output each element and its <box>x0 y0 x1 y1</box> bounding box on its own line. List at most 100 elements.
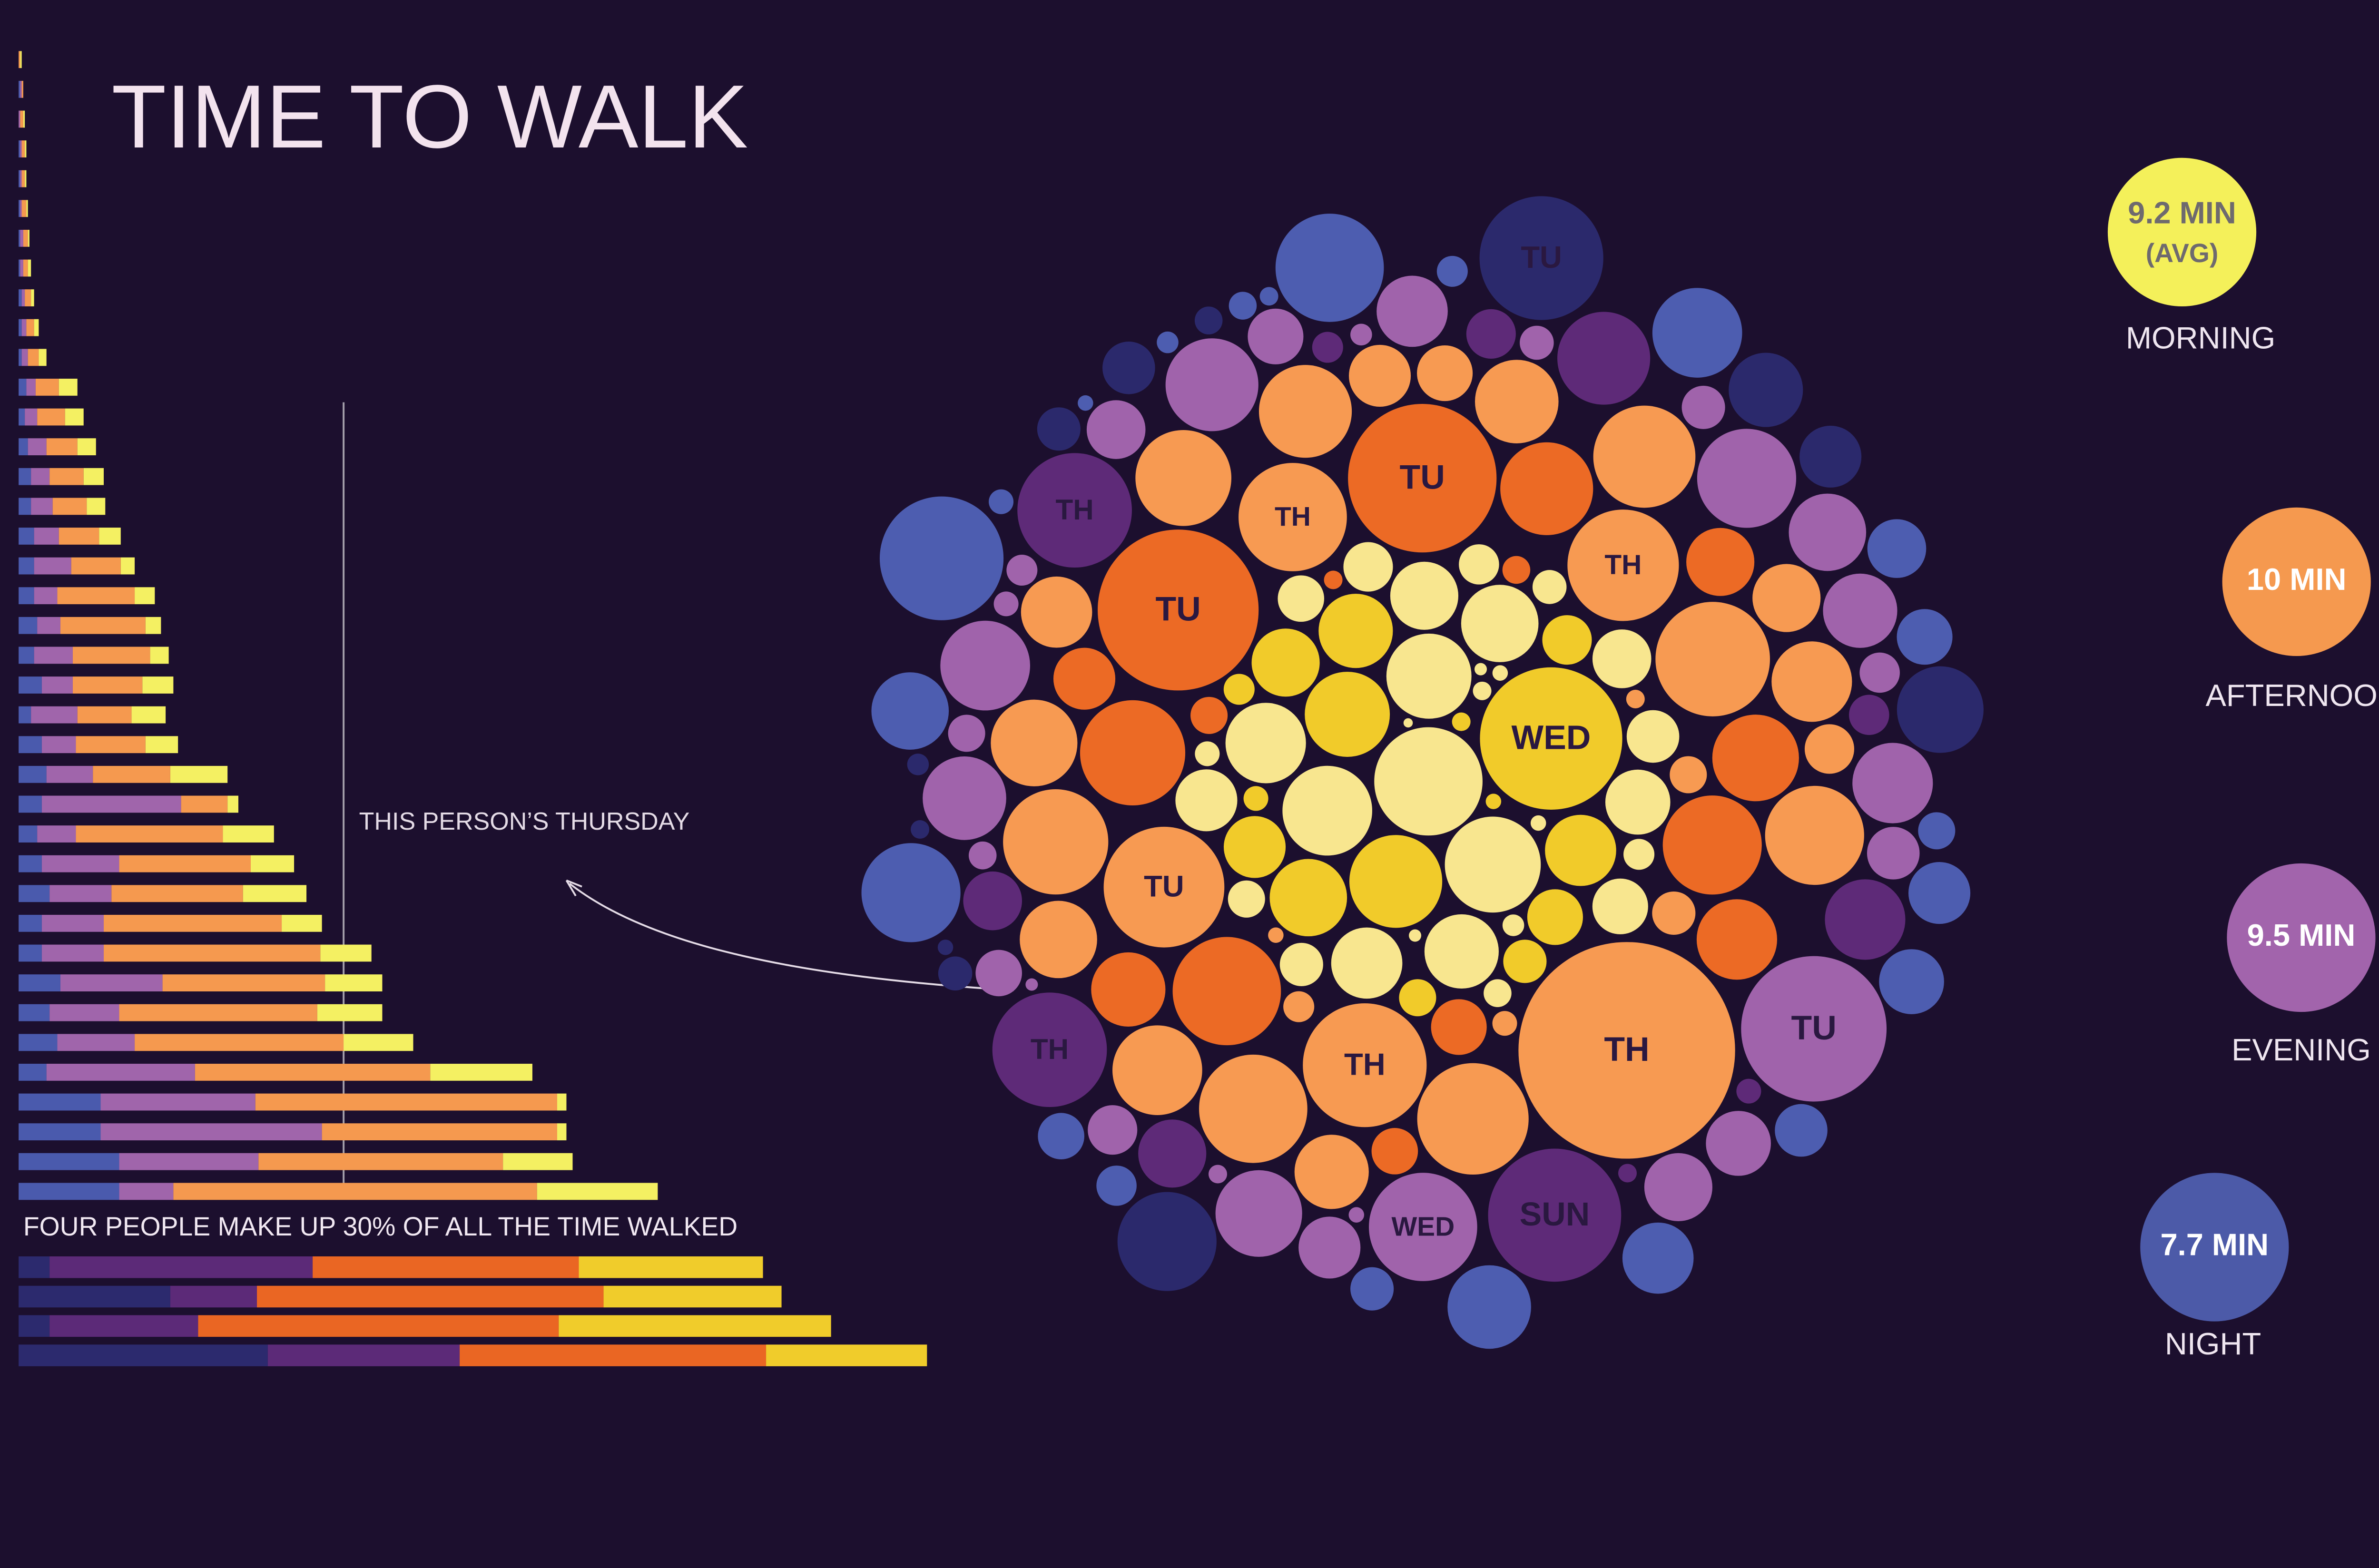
bar-segment <box>19 408 25 426</box>
bubble <box>1436 255 1468 287</box>
bubble <box>1343 542 1393 592</box>
bar-segment <box>603 1285 782 1308</box>
bubble <box>923 756 1006 840</box>
bar-segment <box>255 1093 557 1111</box>
legend-label: MORNING <box>2126 321 2275 355</box>
bubble <box>1348 404 1497 553</box>
bar-segment <box>21 319 27 336</box>
bar-segment <box>170 1285 257 1308</box>
bar-segment <box>23 259 28 277</box>
bubble <box>1228 880 1265 918</box>
bubble <box>879 496 1004 620</box>
bubble <box>1409 929 1422 942</box>
bar-segment <box>23 229 28 247</box>
bubble <box>1852 743 1933 823</box>
legend-label: EVENING <box>2232 1032 2371 1067</box>
bar-segment <box>135 587 155 605</box>
bar-segment <box>31 468 50 485</box>
bubble <box>1867 827 1920 880</box>
bar-segment <box>57 587 135 605</box>
bubble <box>1112 1025 1202 1115</box>
bubble <box>1135 430 1232 526</box>
bar-segment <box>325 974 383 991</box>
bubble-label: WED <box>1391 1211 1455 1242</box>
bubble <box>1473 681 1492 700</box>
bar-segment <box>20 110 23 128</box>
bubble <box>1006 554 1038 586</box>
bubble <box>938 956 973 991</box>
bubble <box>1626 689 1645 708</box>
bubble <box>1303 1003 1427 1127</box>
bar-segment <box>282 914 322 932</box>
bar-segment <box>20 51 22 69</box>
bubble <box>1091 952 1166 1027</box>
bubble <box>1248 308 1304 364</box>
bar-segment <box>320 944 372 962</box>
bubble <box>1259 287 1278 306</box>
bubble <box>1294 1135 1369 1209</box>
bar-segment <box>19 80 20 98</box>
bar-segment <box>19 617 38 634</box>
bar-segment <box>72 676 143 694</box>
bubble <box>1452 712 1471 731</box>
bar-segment <box>19 676 42 694</box>
bubble <box>1652 891 1696 935</box>
bubble <box>1696 899 1777 980</box>
bar-segment <box>41 676 73 694</box>
bar-segment <box>46 1064 195 1081</box>
bubble-label: TH <box>1056 494 1094 526</box>
bubble <box>1622 1222 1694 1294</box>
bar-segment <box>100 1093 256 1111</box>
bar-segment <box>19 855 42 872</box>
bar-segment <box>37 408 65 426</box>
bar-segment <box>19 914 42 932</box>
bar-segment <box>41 736 76 754</box>
bubble <box>871 672 949 750</box>
bar-segment <box>19 379 27 396</box>
bubble <box>1390 561 1459 630</box>
bar-segment <box>41 855 119 872</box>
legend-swatch <box>2222 507 2371 657</box>
bar-segment <box>87 498 106 515</box>
bubble <box>1789 493 1867 571</box>
bubble <box>1897 609 1953 665</box>
bar-segment <box>46 438 78 456</box>
bubble <box>1053 647 1116 710</box>
bar-segment <box>19 200 20 217</box>
bubble <box>1686 528 1755 596</box>
bubble <box>1729 353 1803 427</box>
bubble <box>1324 570 1343 589</box>
bubble-label: TU <box>1144 870 1184 903</box>
legend-swatch <box>2107 157 2257 306</box>
bubble <box>907 754 929 775</box>
legend-value: 9.2 MIN <box>2128 195 2236 230</box>
bubble <box>1269 859 1347 937</box>
bar-segment <box>25 408 38 426</box>
bar-segment <box>60 974 163 991</box>
bubble <box>1374 727 1483 836</box>
bubble <box>1020 901 1097 979</box>
bubble <box>1175 769 1238 832</box>
bubble <box>1752 564 1821 632</box>
bar-segment <box>223 825 274 843</box>
bubble <box>975 950 1022 997</box>
bubble <box>1165 338 1258 431</box>
bar-segment <box>19 587 34 605</box>
bubble <box>991 699 1078 786</box>
bar-segment <box>49 885 112 902</box>
bubble <box>1825 879 1906 960</box>
legend-swatch <box>2227 863 2376 1012</box>
bubble <box>1096 1166 1137 1206</box>
bubble <box>1480 667 1622 810</box>
bubble <box>1215 1170 1302 1257</box>
bubble <box>1736 1078 1761 1104</box>
bar-segment <box>19 1285 170 1308</box>
bar-segment <box>21 140 25 157</box>
bubble <box>1488 1148 1622 1282</box>
bubble <box>1908 862 1971 924</box>
bubble <box>1459 544 1499 585</box>
bubble <box>1503 940 1547 983</box>
bubble <box>1626 710 1680 763</box>
bubble <box>1918 812 1956 850</box>
bubble <box>1765 785 1864 885</box>
